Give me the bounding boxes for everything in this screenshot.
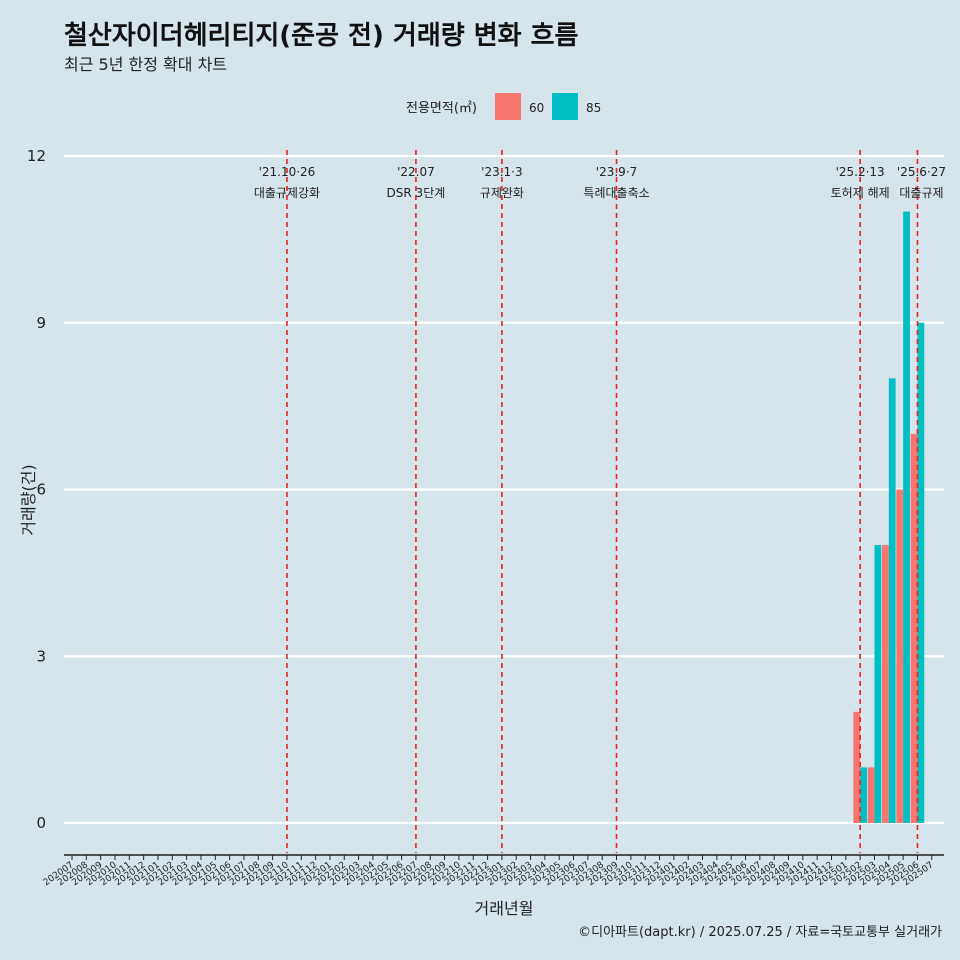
bar-60-202506 — [910, 433, 918, 823]
event-label-202301: 규제완화 — [480, 186, 524, 200]
event-label-202506: 대출규제 — [899, 186, 943, 200]
bar-60-202502 — [853, 711, 861, 823]
chart-title: 철산자이더헤리티지(준공 전) 거래량 변화 흐름 — [64, 21, 579, 51]
bar-60-202505 — [896, 489, 904, 823]
y-axis: 0 3 6 9 12 — [27, 147, 46, 832]
bar-60-202503 — [867, 767, 875, 823]
grid — [64, 154, 944, 825]
x-axis-label: 거래년월 — [475, 899, 534, 918]
event-date-202506: '25.6·27 — [897, 165, 946, 179]
bar-85-202504 — [888, 378, 896, 823]
caption: ©디아파트(dapt.kr) / 2025.07.25 / 자료=국토교통부 실… — [578, 925, 942, 940]
y-axis-label: 거래량(건) — [19, 464, 38, 535]
bars — [853, 211, 925, 824]
event-date-202301: '23.1·3 — [481, 165, 522, 179]
event-date-202309: '23.9·7 — [596, 165, 637, 179]
event-date-202502: '25.2·13 — [836, 165, 885, 179]
y-tick-label: 3 — [36, 647, 46, 665]
event-label-202502: 토허제 해제 — [831, 186, 890, 200]
legend-swatch-85 — [552, 93, 578, 120]
y-tick-label: 12 — [27, 147, 46, 165]
y-tick-label: 9 — [36, 314, 46, 332]
event-label-202207: DSR 3단계 — [387, 186, 446, 200]
y-tick-label: 6 — [36, 481, 46, 499]
y-tick-label: 0 — [36, 814, 46, 832]
bar-85-202502 — [860, 767, 867, 823]
legend: 전용면적(㎡) 60 85 — [406, 93, 601, 120]
event-lines: '21.10·26 대출규제강화 '22.07 DSR 3단계 '23.1·3 규제완화 '… — [254, 150, 946, 853]
legend-label-85: 85 — [586, 101, 601, 115]
event-label-202110: 대출규제강화 — [254, 186, 320, 200]
bar-85-202506 — [917, 322, 925, 823]
legend-label-60: 60 — [529, 101, 544, 115]
bar-60-202504 — [882, 545, 889, 823]
legend-swatch-60 — [495, 93, 521, 120]
event-date-202207: '22.07 — [397, 165, 435, 179]
legend-title: 전용면적(㎡) — [406, 101, 477, 116]
bar-85-202505 — [903, 211, 910, 824]
x-axis: 2020072020082020092020102020112020122021… — [42, 854, 944, 888]
bar-85-202503 — [874, 545, 882, 823]
chart-subtitle: 최근 5년 한정 확대 차트 — [64, 55, 227, 74]
event-label-202309: 특례대출축소 — [583, 186, 649, 200]
event-date-202110: '21.10·26 — [259, 165, 316, 179]
